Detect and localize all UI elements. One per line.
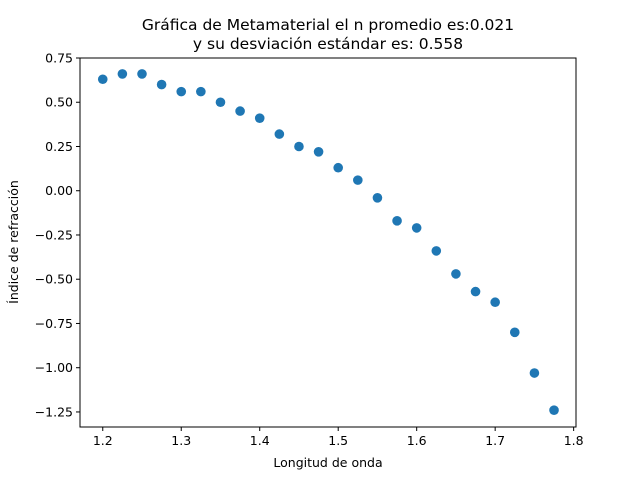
- data-point: [156, 79, 167, 90]
- y-tick-label: −1.25: [35, 404, 73, 419]
- data-point: [509, 327, 520, 338]
- plot-frame: [79, 57, 577, 428]
- x-tick-label: 1.4: [250, 433, 270, 448]
- data-point: [451, 269, 461, 279]
- data-point: [313, 147, 324, 157]
- chart-title: Gráfica de Metamaterial el n promedio es…: [142, 16, 514, 34]
- data-point: [353, 175, 363, 185]
- data-point: [254, 113, 265, 123]
- data-point: [176, 86, 187, 97]
- y-tick-label: −0.75: [35, 316, 73, 331]
- data-point: [431, 246, 442, 256]
- y-tick-label: 0.50: [45, 95, 73, 110]
- data-point: [529, 368, 540, 378]
- data-markers: [97, 69, 559, 415]
- data-point: [333, 162, 344, 173]
- x-tick-label: 1.3: [171, 433, 191, 448]
- data-point: [117, 69, 128, 79]
- chart-subtitle: y su desviación estándar es: 0.558: [193, 35, 463, 53]
- x-tick-label: 1.7: [485, 433, 505, 448]
- x-tick-label: 1.8: [564, 433, 584, 448]
- data-point: [392, 216, 402, 226]
- y-tick-label: 0.25: [45, 139, 73, 154]
- y-axis-label: Índice de refracción: [6, 180, 21, 304]
- data-point: [411, 223, 422, 233]
- data-point: [490, 297, 500, 308]
- data-point: [97, 74, 108, 85]
- data-point: [294, 141, 304, 152]
- x-tick-label: 1.6: [407, 433, 427, 448]
- data-point: [215, 97, 226, 108]
- x-axis-ticks: 1.2 1.3 1.4 1.5 1.6 1.7 1.8: [93, 427, 584, 448]
- data-point: [137, 69, 147, 79]
- data-point: [196, 86, 206, 97]
- x-tick-label: 1.5: [328, 433, 348, 448]
- y-tick-label: −0.50: [35, 272, 73, 287]
- y-tick-label: 0.75: [45, 51, 73, 66]
- y-tick-label: −0.25: [35, 227, 73, 242]
- data-point: [235, 106, 245, 116]
- data-point: [372, 193, 383, 203]
- y-tick-label: −1.00: [35, 360, 73, 375]
- x-axis-label: Longitud de onda: [273, 455, 382, 470]
- y-axis-ticks: 0.75 0.50 0.25 0.00 −0.25 −0.50 −0.75 −1.00 −1.2…: [35, 51, 80, 419]
- data-point: [274, 129, 285, 139]
- data-point: [470, 286, 481, 297]
- x-tick-label: 1.2: [93, 433, 113, 448]
- y-tick-label: 0.00: [45, 183, 73, 198]
- data-point: [549, 405, 559, 415]
